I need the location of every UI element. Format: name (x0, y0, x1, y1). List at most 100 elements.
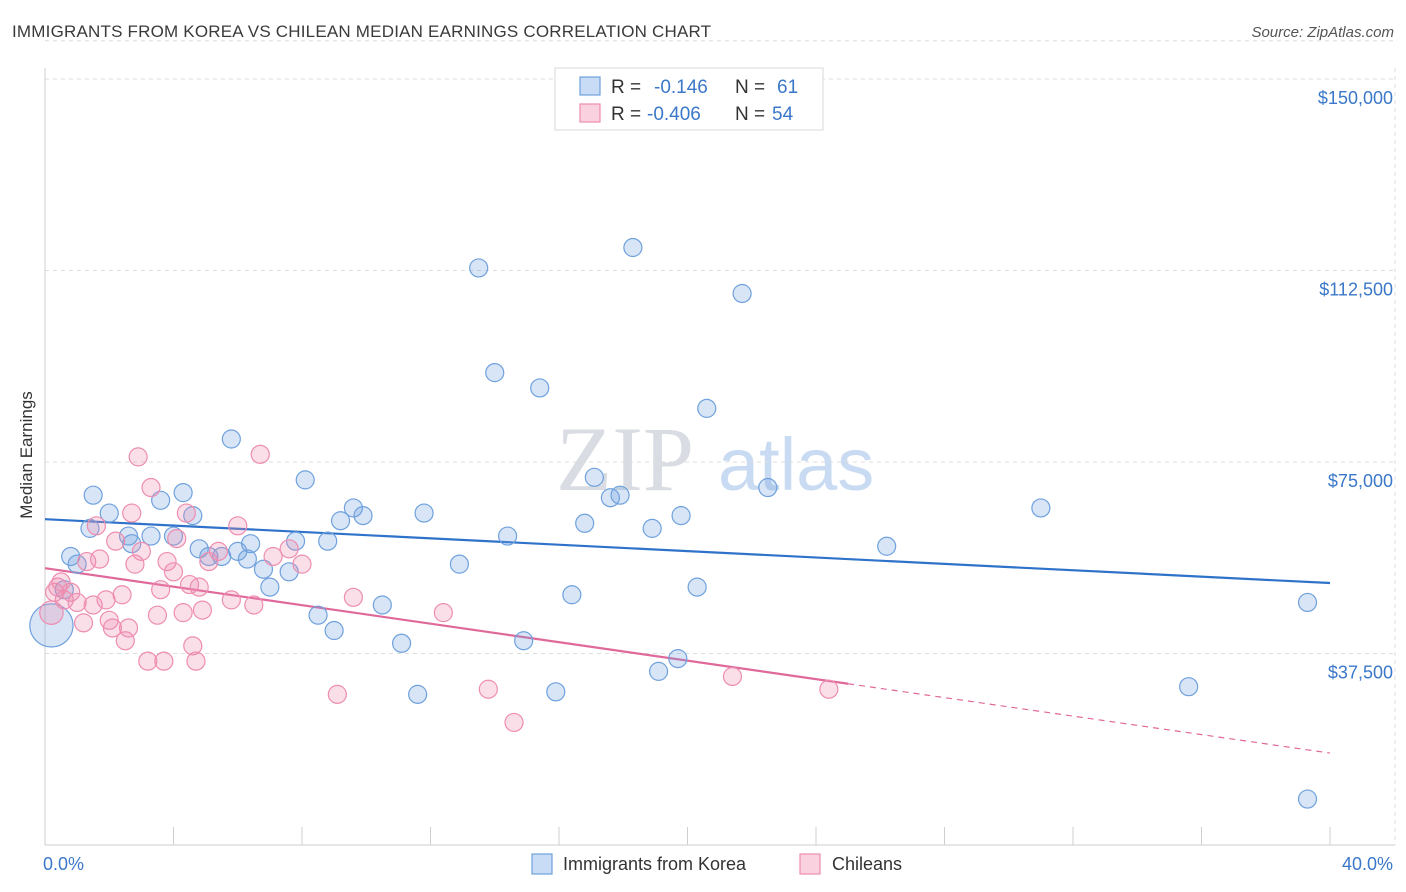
chileans-point (147, 605, 168, 625)
chileans-point (244, 595, 264, 615)
y-tick-label: $37,500 (1328, 663, 1393, 683)
trend-lines (44, 518, 1331, 754)
korea-point (584, 467, 604, 487)
chileans-point (151, 580, 171, 600)
korea-point (118, 526, 139, 546)
korea-point (575, 513, 595, 533)
korea-point (648, 661, 669, 681)
korea-point (29, 603, 74, 648)
chileans-point (199, 551, 219, 572)
legend-r-value-korea: -0.146 (654, 77, 708, 98)
korea-point (285, 531, 306, 551)
chileans-point (504, 712, 524, 733)
korea-point (330, 511, 351, 531)
legend-n-label-chileans: N = (735, 104, 765, 125)
korea-point (241, 534, 261, 554)
korea-point (295, 470, 315, 490)
korea-point (1297, 592, 1318, 613)
chileans-point (250, 444, 270, 464)
korea-point (1179, 677, 1199, 697)
chileans-point (263, 546, 283, 567)
chileans-point (131, 541, 151, 561)
chileans-point (186, 651, 206, 671)
korea-point (141, 526, 161, 546)
source-label: Source: ZipAtlas.com (1251, 24, 1394, 41)
bottom-legend-korea: Immigrants from Korea (563, 854, 747, 874)
chileans-point (292, 554, 312, 574)
chileans-point (99, 610, 119, 630)
trend-line-chileans-extrapolated (848, 683, 1331, 754)
korea-point (83, 485, 103, 505)
korea-point (610, 485, 630, 505)
korea-point (221, 429, 241, 449)
korea-point (99, 503, 119, 523)
korea-point (642, 518, 662, 538)
legend-n-value-korea: 61 (777, 77, 798, 98)
korea-point (732, 283, 752, 304)
chileans-point (141, 477, 161, 498)
chileans-point (478, 679, 498, 699)
chileans-point (722, 666, 743, 687)
bottom-legend-swatch-chileans (799, 853, 821, 875)
bottom-legend-chileans: Chileans (832, 854, 902, 874)
chileans-point (279, 539, 299, 559)
data-points (29, 237, 1318, 809)
korea-point (343, 498, 363, 518)
chileans-point (115, 631, 135, 651)
watermark-zip: ZIP (556, 408, 694, 510)
chileans-point (208, 541, 229, 561)
korea-point (151, 490, 171, 510)
y-axis-label: Median Earnings (17, 391, 36, 519)
korea-point (498, 526, 518, 546)
y-tick-label: $150,000 (1318, 88, 1393, 108)
trend-line-korea (44, 518, 1331, 585)
chileans-point (819, 679, 839, 699)
korea-point (391, 633, 412, 653)
korea-point (687, 577, 707, 597)
korea-point (260, 577, 280, 597)
chileans-point (122, 503, 142, 523)
chileans-point (138, 651, 158, 671)
legend-r-value-chileans: -0.406 (647, 104, 701, 125)
korea-point (514, 631, 534, 651)
chileans-point (189, 577, 209, 597)
chileans-point (112, 585, 132, 605)
korea-point (671, 506, 691, 526)
korea-point (324, 620, 344, 641)
korea-point (372, 595, 392, 615)
chileans-point (83, 595, 103, 615)
korea-point (449, 554, 470, 574)
korea-point (1297, 789, 1318, 809)
chileans-point (86, 516, 107, 536)
chileans-point (228, 516, 248, 536)
korea-point (318, 531, 338, 551)
korea-point (414, 503, 434, 523)
legend-swatch-chileans (579, 103, 601, 123)
chileans-point (102, 618, 123, 638)
chileans-point (433, 603, 453, 623)
legend-r-label-korea: R = (611, 77, 641, 98)
chileans-point (183, 636, 203, 656)
chileans-point (96, 590, 116, 610)
chileans-point (343, 587, 363, 607)
korea-point (163, 526, 184, 546)
chileans-point (106, 531, 126, 551)
korea-point (877, 536, 897, 556)
chileans-point (118, 618, 139, 638)
korea-point (408, 684, 428, 704)
korea-point (562, 585, 582, 605)
korea-point (189, 539, 209, 559)
legend-n-value-chileans: 54 (772, 104, 794, 125)
x-tick-label-max: 40.0% (1342, 854, 1393, 874)
bottom-legend-swatch-korea (531, 853, 553, 875)
legend-swatch-korea (579, 76, 601, 96)
korea-point (353, 506, 373, 526)
chileans-point (45, 582, 65, 602)
chileans-point (154, 651, 174, 671)
korea-point (697, 398, 717, 418)
chileans-point (128, 447, 148, 467)
trend-line-chileans (44, 567, 849, 685)
chileans-point (73, 613, 94, 633)
chileans-point (90, 549, 110, 569)
